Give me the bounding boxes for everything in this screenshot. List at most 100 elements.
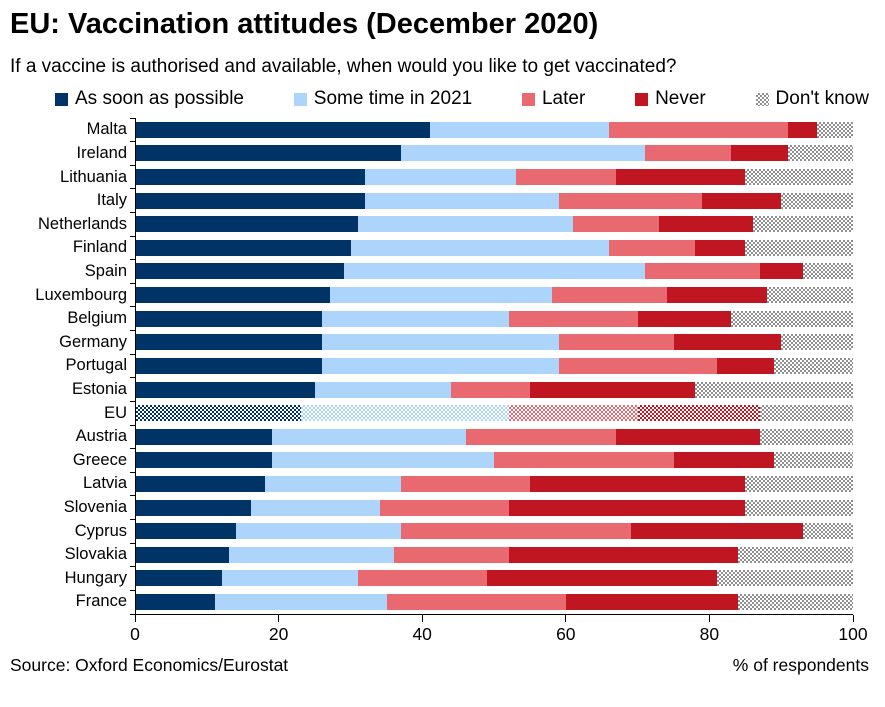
bar-segment-as-soon-as-possible — [136, 452, 273, 469]
category-label-cyprus: Cyprus — [74, 521, 127, 540]
legend-swatch-as-soon-as-possible — [55, 92, 68, 106]
bar-segment-as-soon-as-possible — [136, 499, 251, 516]
x-axis-tick — [421, 615, 423, 622]
x-axis-tick-label: 100 — [838, 624, 868, 644]
y-axis-tick — [130, 211, 136, 213]
bar-segment-never — [702, 192, 782, 209]
bar-segment-later — [559, 192, 703, 209]
bar-segment-as-soon-as-possible — [136, 192, 366, 209]
bar-segment-never — [716, 357, 775, 374]
stacked-bar — [136, 334, 853, 351]
category-label-greece: Greece — [72, 450, 127, 469]
y-axis-tick — [130, 424, 136, 426]
y-axis-tick — [130, 519, 136, 521]
bar-segment-some-time-in-2021 — [250, 499, 380, 516]
y-axis-tick — [130, 542, 136, 544]
bar-row-cyprus: Cyprus — [75, 519, 853, 543]
bar-segment-some-time-in-2021 — [322, 310, 509, 327]
bar-segment-don-t-know — [695, 381, 853, 398]
stacked-bar — [136, 381, 853, 398]
bar-segment-never — [530, 475, 746, 492]
bar-segment-some-time-in-2021 — [351, 239, 610, 256]
category-label-ireland: Ireland — [76, 143, 127, 162]
bar-segment-never — [731, 145, 789, 162]
legend-swatch-some-time-in-2021 — [293, 92, 307, 106]
bar-segment-some-time-in-2021 — [229, 546, 395, 563]
bar-segment-never — [487, 570, 717, 587]
y-axis-tick — [130, 377, 136, 379]
y-axis-tick — [130, 259, 136, 261]
chart-legend: As soon as possible Some time in 2021 Late… — [55, 88, 869, 110]
legend-item-never: Never — [635, 88, 706, 110]
legend-label: Never — [655, 88, 706, 109]
legend-label: Don't know — [775, 88, 869, 109]
bar-segment-as-soon-as-possible — [136, 523, 237, 540]
y-axis-tick — [130, 589, 136, 591]
bar-segment-later — [401, 523, 631, 540]
bar-segment-don-t-know — [817, 121, 853, 138]
bar-segment-as-soon-as-possible — [136, 287, 330, 304]
bar-segment-never — [695, 239, 746, 256]
stacked-bar — [136, 263, 853, 280]
bar-row-latvia: Latvia — [83, 472, 853, 496]
legend-label: Later — [541, 88, 586, 109]
bar-segment-don-t-know — [766, 287, 853, 304]
bar-segment-never — [759, 263, 803, 280]
category-label-malta: Malta — [86, 120, 127, 139]
category-label-hungary: Hungary — [64, 568, 127, 587]
plot-area: Malta Ireland Lithuania Italy Netherlands Fin… — [35, 117, 853, 615]
stacked-bar — [136, 287, 853, 304]
category-label-slovenia: Slovenia — [63, 498, 127, 517]
bar-segment-some-time-in-2021 — [358, 216, 574, 233]
bar-segment-later — [386, 593, 567, 610]
stacked-bar — [136, 310, 853, 327]
x-axis-tick — [708, 615, 710, 622]
bar-segment-don-t-know — [745, 475, 853, 492]
bar-segment-as-soon-as-possible — [136, 121, 430, 138]
bar-segment-some-time-in-2021 — [272, 452, 495, 469]
bar-segment-later — [573, 216, 660, 233]
bar-segment-some-time-in-2021 — [315, 381, 452, 398]
bar-segment-don-t-know — [774, 452, 853, 469]
bar-segment-never — [659, 216, 753, 233]
bar-row-finland: Finland — [73, 236, 853, 260]
stacked-bar — [136, 428, 853, 445]
x-axis-tick-label: 60 — [556, 624, 576, 644]
y-axis-tick — [130, 306, 136, 308]
stacked-bar — [136, 357, 853, 374]
bar-segment-as-soon-as-possible — [136, 381, 316, 398]
stacked-bar — [136, 216, 853, 233]
category-label-spain: Spain — [84, 261, 127, 280]
bar-row-italy: Italy — [97, 189, 853, 213]
category-label-belgium: Belgium — [67, 309, 127, 328]
bar-segment-later — [451, 381, 531, 398]
y-axis-tick — [130, 117, 136, 119]
category-label-italy: Italy — [96, 191, 127, 210]
bar-segment-some-time-in-2021 — [222, 570, 359, 587]
category-label-luxembourg: Luxembourg — [35, 285, 127, 304]
x-axis: 0 20 40 60 80 100 — [130, 615, 868, 647]
bar-segment-don-t-know — [759, 428, 853, 445]
bar-segment-later — [494, 452, 674, 469]
bar-segment-some-time-in-2021 — [272, 428, 466, 445]
bar-segment-don-t-know — [759, 405, 853, 422]
stacked-bar — [136, 192, 853, 209]
legend-item-some-time-in-2021: Some time in 2021 — [293, 88, 472, 110]
y-axis-tick — [130, 495, 136, 497]
bar-segment-later — [609, 239, 696, 256]
stacked-bar — [136, 145, 853, 162]
y-axis-tick — [130, 566, 136, 568]
bar-segment-some-time-in-2021 — [401, 145, 646, 162]
y-axis-tick — [130, 400, 136, 402]
bar-segment-never — [616, 428, 760, 445]
bar-segment-later — [551, 287, 667, 304]
bar-segment-don-t-know — [716, 570, 853, 587]
bar-segment-never — [673, 452, 775, 469]
stacked-bar-chart: Malta Ireland Lithuania Italy Netherlands Fin… — [0, 117, 885, 647]
bar-segment-as-soon-as-possible — [136, 334, 323, 351]
y-axis-tick — [130, 164, 136, 166]
y-axis-tick — [130, 141, 136, 143]
bar-segment-don-t-know — [738, 546, 853, 563]
bar-segment-as-soon-as-possible — [136, 169, 366, 186]
x-axis-tick-label: 0 — [130, 624, 140, 644]
